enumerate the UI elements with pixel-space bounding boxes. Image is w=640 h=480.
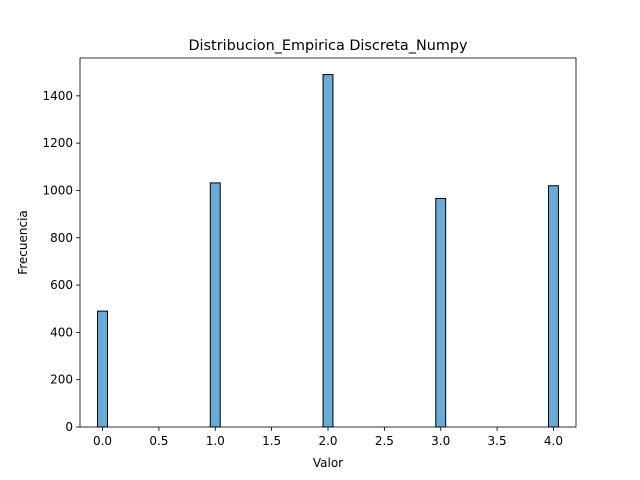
x-axis-ticks: 0.0 0.5 1.0 1.5 2.0 2.5 3.0 3.5 4.0 bbox=[93, 427, 563, 448]
x-tick-label: 3.0 bbox=[431, 434, 450, 448]
x-tick-label: 4.0 bbox=[544, 434, 563, 448]
x-tick-label: 0.5 bbox=[149, 434, 168, 448]
y-tick-label: 200 bbox=[50, 373, 73, 387]
histogram-bar bbox=[209, 182, 221, 428]
y-axis-ticks: 0 200 400 600 800 1000 1200 1400 bbox=[42, 89, 80, 434]
x-tick-label: 0.0 bbox=[93, 434, 112, 448]
x-tick-label: 2.0 bbox=[318, 434, 337, 448]
y-tick-label: 600 bbox=[50, 278, 73, 292]
x-tick-label: 3.5 bbox=[488, 434, 507, 448]
y-tick-label: 800 bbox=[50, 231, 73, 245]
histogram-bar bbox=[97, 310, 109, 428]
y-tick-label: 0 bbox=[65, 420, 73, 434]
chart-title: Distribucion_Empirica Discreta_Numpy bbox=[188, 38, 468, 54]
x-tick-label: 2.5 bbox=[375, 434, 394, 448]
histogram-bar bbox=[435, 198, 447, 428]
y-axis-label: Frecuencia bbox=[16, 210, 30, 275]
histogram-bar bbox=[322, 74, 334, 428]
x-axis-label: Valor bbox=[313, 456, 343, 470]
x-tick-label: 1.5 bbox=[262, 434, 281, 448]
x-tick-label: 1.0 bbox=[206, 434, 225, 448]
histogram-bar bbox=[547, 185, 559, 428]
y-tick-label: 1200 bbox=[42, 136, 73, 150]
y-tick-label: 400 bbox=[50, 325, 73, 339]
y-tick-label: 1400 bbox=[42, 89, 73, 103]
y-tick-label: 1000 bbox=[42, 183, 73, 197]
